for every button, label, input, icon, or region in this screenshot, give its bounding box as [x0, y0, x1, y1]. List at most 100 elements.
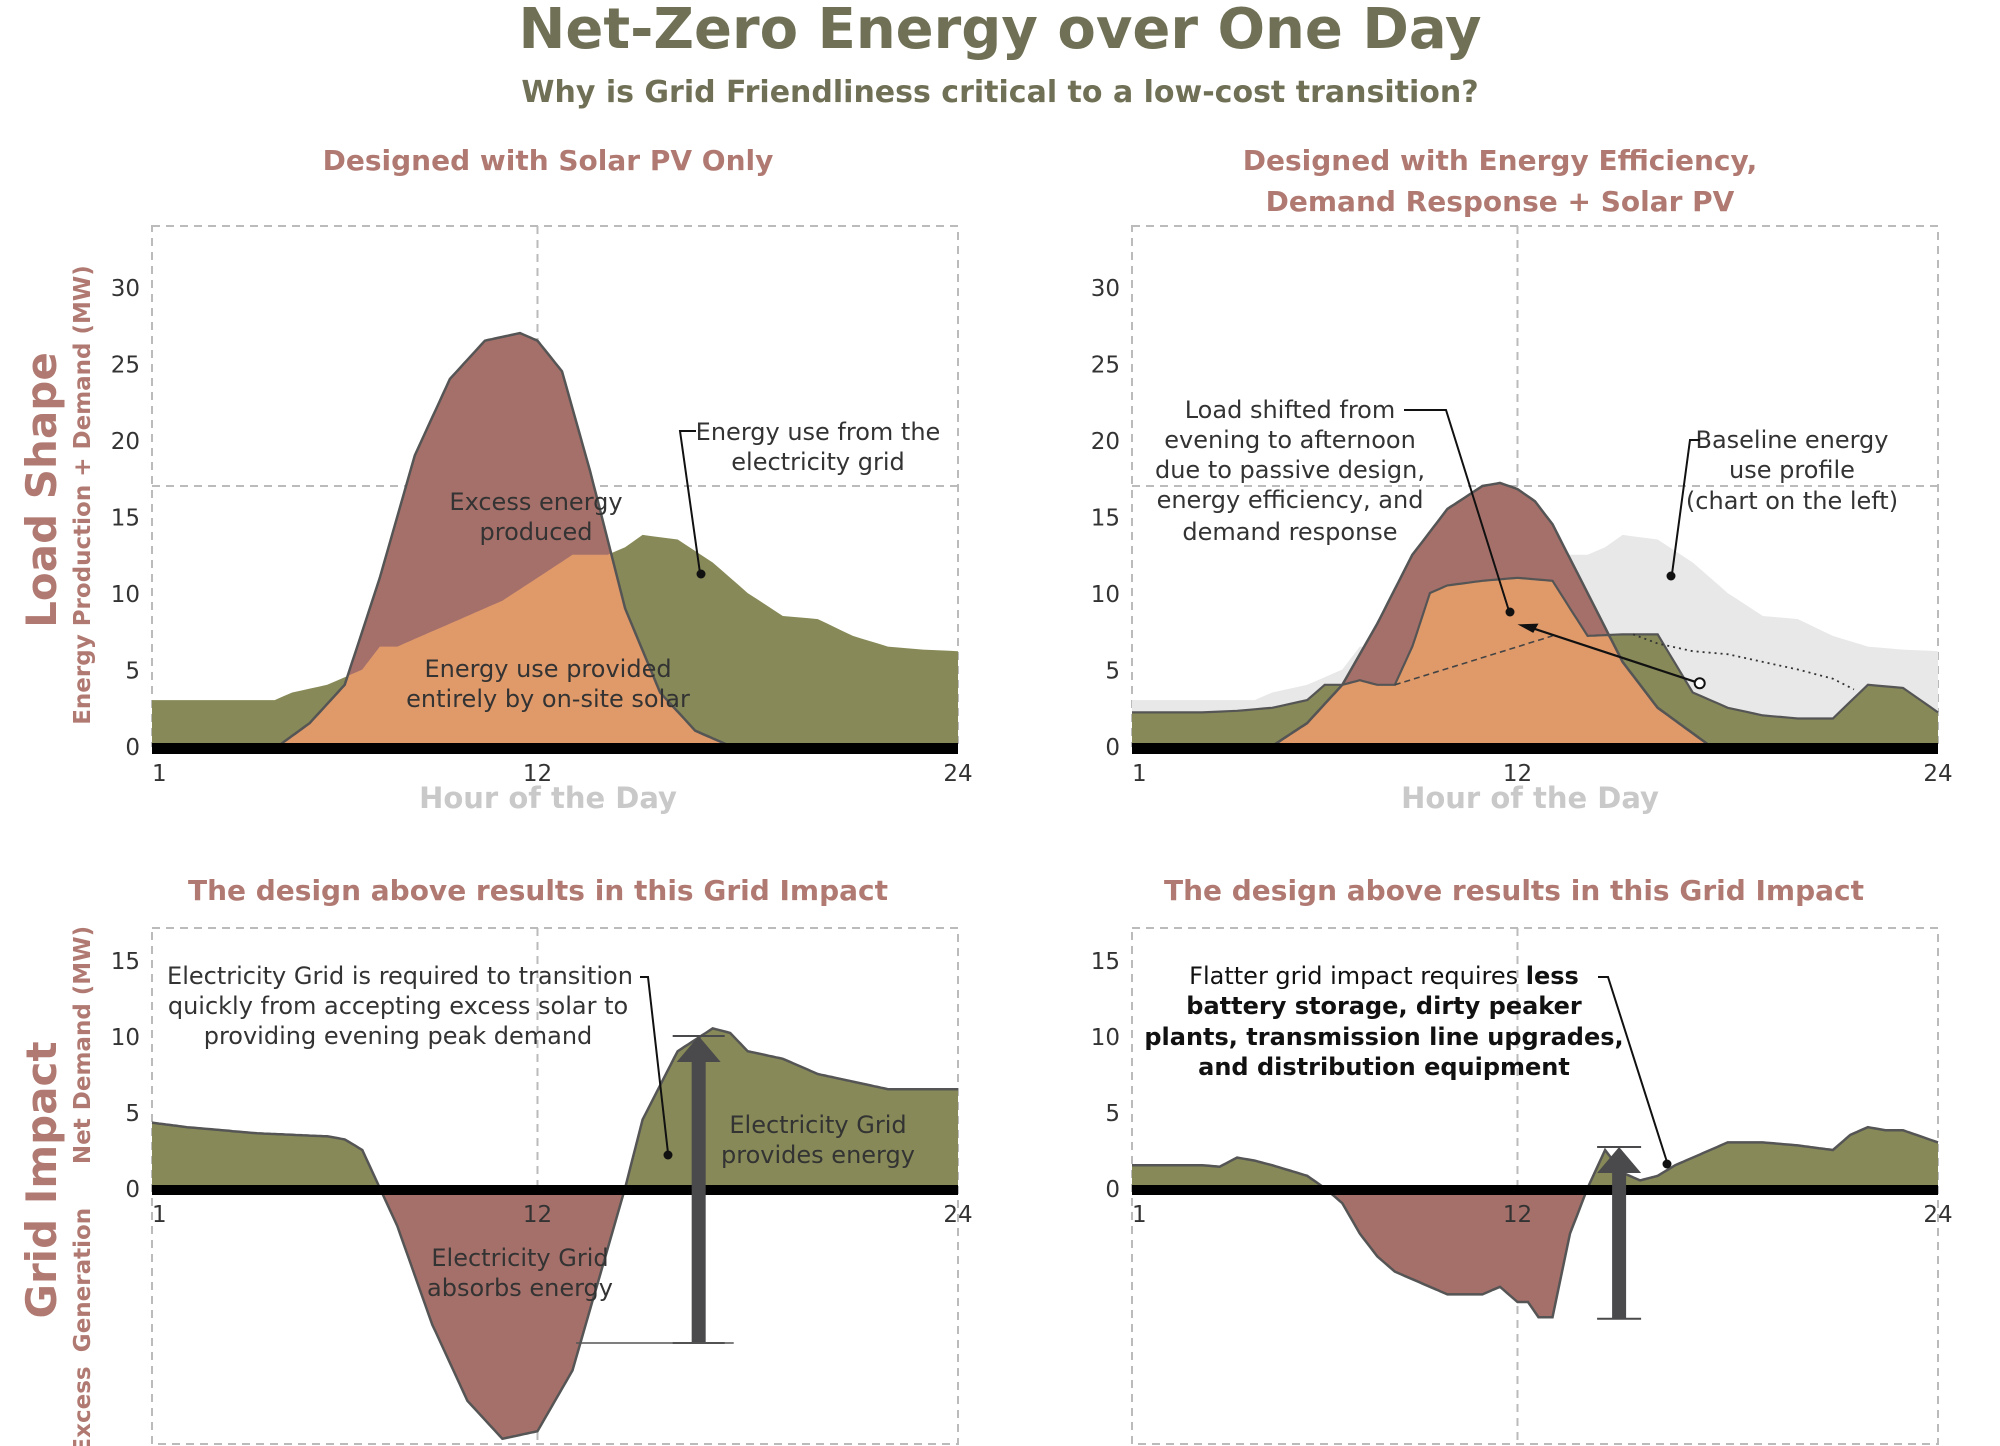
panel-title-ee-dr-line1: Designed with Energy Efficiency,	[1243, 144, 1757, 177]
annotation-load-shifted: Load shifted from evening to afternoon d…	[1155, 396, 1515, 617]
annotation-grid-absorbs: Electricity Grid absorbs energy	[427, 1244, 613, 1302]
annotation-grid-use: Energy use from the electricity grid	[678, 418, 941, 579]
annotation-line: Flatter grid impact requires less	[1189, 962, 1579, 990]
x-tick-label: 12	[523, 761, 552, 787]
annotation-solar-use: Energy use provided entirely by on-site …	[406, 655, 690, 713]
leader-line	[640, 976, 669, 1154]
area-grid-provides	[152, 1028, 958, 1188]
y-tick-label: 10	[1091, 1025, 1120, 1051]
annotation-line: Baseline energy	[1695, 426, 1888, 454]
x-axis-label-left: Hour of the Day	[419, 781, 677, 815]
line-original-midday-demand	[1394, 635, 1553, 686]
x-tick-label: 24	[943, 1202, 972, 1228]
area-grid-absorbs	[152, 1188, 958, 1439]
y-tick-label: 0	[1105, 735, 1120, 761]
arrow-head	[676, 1036, 721, 1062]
y-tick-label: 10	[1091, 582, 1120, 608]
row-label-load-shape: Load Shape	[17, 352, 66, 628]
leader-dot	[1662, 1159, 1672, 1169]
panel-title-solar-only: Designed with Solar PV Only	[323, 144, 774, 177]
line-solar-production	[277, 331, 731, 748]
area-solar-use	[278, 553, 731, 746]
x-axis-bar	[152, 1185, 958, 1195]
panel-title-grid-left: The design above results in this Grid Im…	[188, 874, 888, 907]
panel-title-grid-right: The design above results in this Grid Im…	[1164, 874, 1864, 907]
annotation-line: demand response	[1182, 518, 1397, 546]
y-tick-label: 25	[1091, 353, 1120, 379]
annotation-line: Load shifted from	[1185, 396, 1396, 424]
y-tick-label: 20	[1091, 429, 1120, 455]
y-tick-label: 10	[111, 1025, 140, 1051]
arrow-shaft	[1612, 1166, 1627, 1319]
x-axis-label-right: Hour of the Day	[1401, 781, 1659, 815]
y-tick-label: 0	[125, 735, 140, 761]
y-tick-label: 25	[111, 353, 140, 379]
y-tick-label: 5	[125, 659, 140, 685]
x-tick-label: 24	[943, 761, 972, 787]
annotation-line: Electricity Grid	[431, 1244, 608, 1272]
annotation-line: Electricity Grid	[729, 1111, 906, 1139]
row-label-excess: Excess	[70, 1366, 96, 1446]
leader-dot	[1666, 571, 1676, 581]
row-label-grid-unit: Net Demand (MW)	[70, 926, 96, 1164]
x-tick-label: 1	[1132, 761, 1147, 787]
line-net-demand	[151, 1027, 958, 1441]
arrow-load-shift-origin	[1693, 677, 1706, 690]
annotation-line: and distribution equipment	[1198, 1053, 1570, 1081]
annotation-line: quickly from accepting excess solar to	[168, 992, 628, 1020]
annotation-line: Electricity Grid is required to transiti…	[167, 962, 633, 990]
y-tick-label: 30	[111, 276, 140, 302]
arrow-load-shift-head	[1517, 623, 1539, 633]
chart-grid-ee-dr-solar: 0 5 10 15 1 12 24	[1091, 927, 1953, 1445]
area-grid-provides	[1132, 1127, 1938, 1188]
annotation-line: electricity grid	[731, 448, 904, 476]
annotation-line: use profile	[1729, 456, 1855, 484]
y-tick-label: 20	[111, 429, 140, 455]
annotation-line: due to passive design,	[1155, 456, 1425, 484]
annotation-grid-provides: Electricity Grid provides energy	[721, 1111, 915, 1169]
x-tick-label: 24	[1923, 761, 1952, 787]
annotation-line: plants, transmission line upgrades,	[1144, 1023, 1623, 1051]
leader-line	[678, 430, 701, 574]
annotation-line: produced	[480, 518, 593, 546]
line-solar-production	[1271, 481, 1711, 748]
annotation-excess-energy: Excess energy produced	[449, 488, 622, 546]
leader-line	[1598, 976, 1668, 1163]
annotation-emphasis: less	[1526, 962, 1579, 990]
annotation-line: Energy use provided	[424, 655, 671, 683]
x-tick-label: 1	[152, 1202, 167, 1228]
row-label-load-unit: Energy Production + Demand (MW)	[70, 265, 96, 725]
area-grid-absorbs	[1132, 1188, 1938, 1318]
annotation-line: (chart on the left)	[1686, 487, 1898, 515]
y-tick-label: 30	[1091, 276, 1120, 302]
x-tick-label: 12	[523, 1202, 552, 1228]
y-tick-label: 15	[111, 506, 140, 532]
y-tick-label: 5	[1105, 659, 1120, 685]
annotation-line: Energy use from the	[696, 418, 941, 446]
arrow-load-shift	[1527, 625, 1701, 685]
x-tick-label: 1	[152, 761, 167, 787]
annotation-baseline: Baseline energy use profile (chart on th…	[1666, 426, 1898, 581]
line-net-demand	[1132, 1125, 1939, 1319]
leader-dot	[1505, 607, 1515, 617]
x-axis-bar	[152, 743, 958, 754]
x-tick-label: 24	[1923, 1202, 1952, 1228]
x-tick-label: 12	[1503, 1202, 1532, 1228]
leader-dot	[696, 569, 706, 579]
x-axis-bar	[1132, 1185, 1938, 1195]
leader-dot	[663, 1150, 673, 1160]
y-tick-label: 5	[1105, 1101, 1120, 1127]
annotation-flatter-grid: Flatter grid impact requires less batter…	[1144, 962, 1672, 1169]
area-solar-use	[1272, 577, 1711, 746]
annotation-line: provides energy	[721, 1141, 915, 1169]
annotation-line: energy efficiency, and	[1157, 486, 1424, 514]
row-label-generation: Generation	[70, 1208, 96, 1352]
y-tick-label: 15	[1091, 949, 1120, 975]
y-tick-label: 15	[111, 949, 140, 975]
main-title: Net-Zero Energy over One Day	[519, 0, 1482, 62]
y-tick-label: 5	[125, 1101, 140, 1127]
y-tick-label: 10	[111, 582, 140, 608]
x-tick-label: 1	[1132, 1202, 1147, 1228]
line-original-evening-demand	[1632, 633, 1855, 691]
annotation-line: providing evening peak demand	[204, 1022, 593, 1050]
